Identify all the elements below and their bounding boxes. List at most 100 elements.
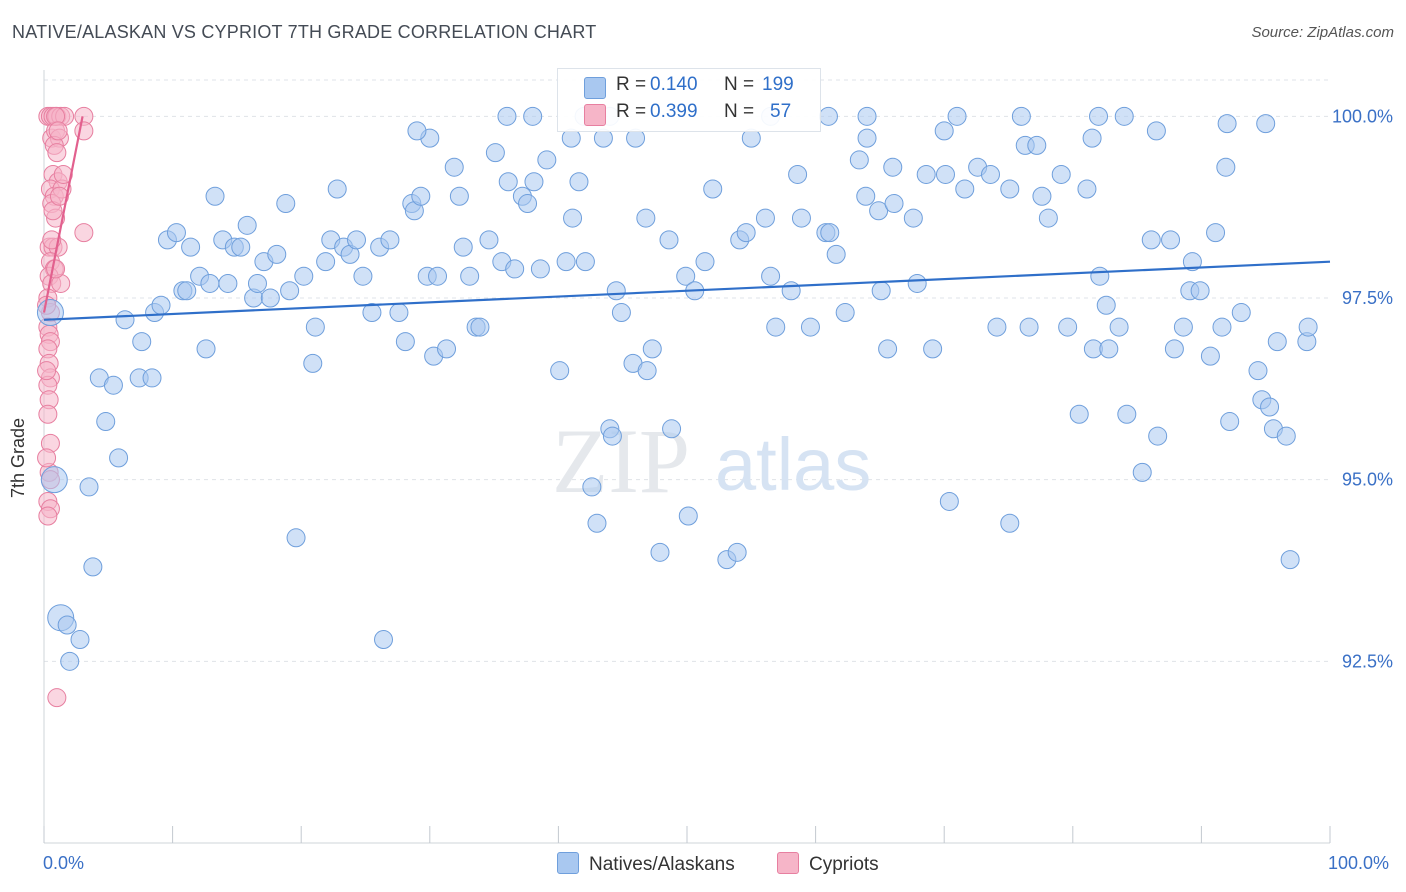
r-label: R = [616,101,647,122]
natives-point [428,266,448,286]
natives-point [947,106,967,126]
cypriots-trend-line [42,116,84,313]
natives-point [395,332,415,352]
natives-point [582,477,602,497]
natives-point [280,281,300,301]
natives-point [57,615,77,635]
natives-point [1032,186,1052,206]
natives-point [761,266,781,286]
natives-point [260,288,280,308]
natives-point [1182,252,1202,272]
natives-point [1148,426,1168,446]
natives-point [923,339,943,359]
natives-point [1231,303,1251,323]
natives-point [826,244,846,264]
natives-point [602,426,622,446]
natives-point [103,375,123,395]
natives-point [231,237,251,257]
natives-point [177,281,197,301]
natives-point [642,339,662,359]
natives-point [346,230,366,250]
r-value: 0.399 [650,101,698,122]
natives-point [1027,135,1047,155]
natives-point [1217,114,1237,134]
natives-point [1256,114,1276,134]
y-axis-label: 7th Grade [8,417,28,498]
gridlines [44,79,1330,662]
natives-point [1298,317,1318,337]
natives-point [1000,513,1020,533]
natives-point [1117,404,1137,424]
natives-point [550,361,570,381]
natives-point [788,164,808,184]
natives-point [151,295,171,315]
natives-point [132,332,152,352]
natives-point [907,273,927,293]
natives-point [1082,128,1102,148]
legend-label-natives: Natives/Alaskans [589,854,735,875]
natives-point [659,230,679,250]
cypriots-point [49,186,69,206]
natives-point [883,157,903,177]
natives-point [166,223,186,243]
natives-point [1190,281,1210,301]
legend-swatch-natives [557,852,579,874]
natives-point [115,310,135,330]
natives-point [611,303,631,323]
natives-point [781,281,801,301]
legend-item-natives[interactable]: Natives/Alaskans [557,852,735,876]
natives-point [530,259,550,279]
natives-point [939,491,959,511]
natives-point [857,106,877,126]
natives-point [327,179,347,199]
natives-point [389,303,409,323]
natives-point [884,194,904,214]
natives-point [505,259,525,279]
natives-point [523,106,543,126]
natives-point [60,651,80,671]
natives-point [380,230,400,250]
natives-point [142,368,162,388]
y-tick-label: 97.5% [1342,288,1393,308]
natives-point [935,164,955,184]
natives-point [70,630,90,650]
legend-item-cypriots[interactable]: Cypriots [777,852,879,876]
natives-point [703,179,723,199]
stats-legend: R = 0.140 N = 199 R = 0.399 N = 57 [557,68,821,132]
legend-swatch-cypriots [777,852,799,874]
natives-point [1173,317,1193,337]
natives-point [518,194,538,214]
natives-point [766,317,786,337]
natives-point [857,128,877,148]
natives-point [695,252,715,272]
natives-point [606,281,626,301]
trend-lines [42,116,1331,321]
cypriots-point [38,506,58,526]
natives-point [1220,412,1240,432]
natives-point [916,164,936,184]
natives-point [818,106,838,126]
natives-point [662,419,682,439]
natives-point [1248,361,1268,381]
cypriots-point [37,361,57,381]
natives-point [575,252,595,272]
natives-point [276,194,296,214]
natives-point [587,513,607,533]
natives-point [1077,179,1097,199]
natives-point [1276,426,1296,446]
natives-point [637,361,657,381]
natives-point [362,303,382,323]
source-credit: Source: ZipAtlas.com [1251,24,1394,41]
y-tick-label: 92.5% [1342,651,1393,671]
natives-point [856,186,876,206]
natives-point [1038,208,1058,228]
natives-point [444,157,464,177]
natives-point [650,542,670,562]
natives-point [678,506,698,526]
natives-point [1132,462,1152,482]
x-tick-label-min: 0.0% [43,853,85,873]
natives-point [569,172,589,192]
natives-point [835,303,855,323]
natives-point [934,121,954,141]
